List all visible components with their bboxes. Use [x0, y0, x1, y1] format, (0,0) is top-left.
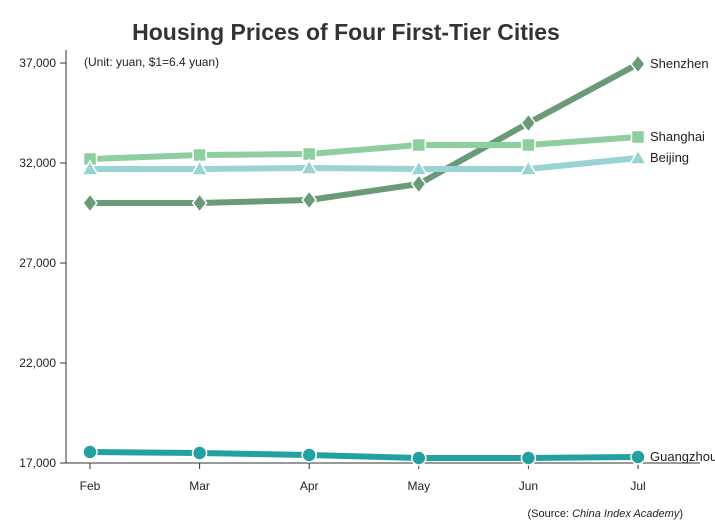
- x-tick-label: Apr: [300, 479, 319, 493]
- source-name: China Index Academy: [572, 508, 681, 520]
- data-point-diamond: [191, 192, 208, 214]
- data-point-circle: [301, 447, 317, 463]
- data-point-circle: [520, 450, 537, 466]
- x-tick-label: Jul: [630, 479, 645, 493]
- series-line: [87, 155, 641, 172]
- data-point-diamond: [82, 192, 98, 214]
- chart-title: Housing Prices of Four First-Tier Cities: [132, 19, 560, 45]
- series-line: [87, 134, 641, 162]
- unit-note: (Unit: yuan, $1=6.4 yuan): [84, 55, 219, 69]
- y-tick-label: 32,000: [19, 156, 56, 170]
- x-tick-label: Mar: [189, 479, 210, 493]
- series-shenzhen: Shenzhen: [82, 53, 709, 214]
- data-point-circle: [191, 445, 208, 461]
- data-point-circle: [82, 444, 98, 460]
- data-point-diamond: [630, 53, 646, 75]
- data-point-diamond: [410, 173, 427, 195]
- data-point-square: [630, 129, 646, 145]
- data-point-diamond: [520, 112, 537, 134]
- x-axis-ticks: Feb Mar Apr May Jun Jul: [80, 463, 646, 493]
- x-tick-label: Jun: [519, 479, 538, 493]
- series-line: [87, 61, 641, 206]
- data-point-triangle: [190, 159, 209, 176]
- data-point-triangle: [409, 159, 429, 176]
- series-label: Guangzhou: [650, 449, 715, 464]
- data-point-square: [411, 137, 427, 153]
- data-point-diamond: [301, 189, 318, 211]
- y-tick-label: 22,000: [19, 356, 56, 370]
- x-tick-label: Feb: [80, 479, 101, 493]
- source-note: (Source: China Index Academy): [527, 508, 683, 520]
- y-axis-ticks: 17,000 22,000 27,000 32,000 37,000: [19, 56, 66, 470]
- y-tick-label: 37,000: [19, 56, 56, 70]
- series-beijing: Beijing: [80, 148, 689, 176]
- source-prefix: (Source:: [527, 508, 572, 520]
- data-point-circle: [630, 449, 646, 465]
- series-line: [87, 449, 641, 461]
- series-guangzhou: Guangzhou: [82, 444, 715, 466]
- x-tick-label: May: [407, 479, 430, 493]
- series-label: Beijing: [650, 150, 689, 165]
- series-layer: Shenzhen Shanghai Beijing Guangzhou: [80, 53, 715, 466]
- data-point-triangle: [519, 159, 538, 176]
- y-tick-label: 17,000: [19, 456, 56, 470]
- series-label: Shanghai: [650, 129, 705, 144]
- data-point-square: [521, 137, 536, 153]
- data-point-circle: [411, 450, 427, 466]
- series-label: Shenzhen: [650, 56, 709, 71]
- source-suffix: ): [679, 508, 683, 520]
- data-point-triangle: [628, 148, 648, 165]
- data-point-triangle: [299, 158, 319, 175]
- data-point-triangle: [80, 159, 100, 176]
- y-tick-label: 27,000: [19, 256, 56, 270]
